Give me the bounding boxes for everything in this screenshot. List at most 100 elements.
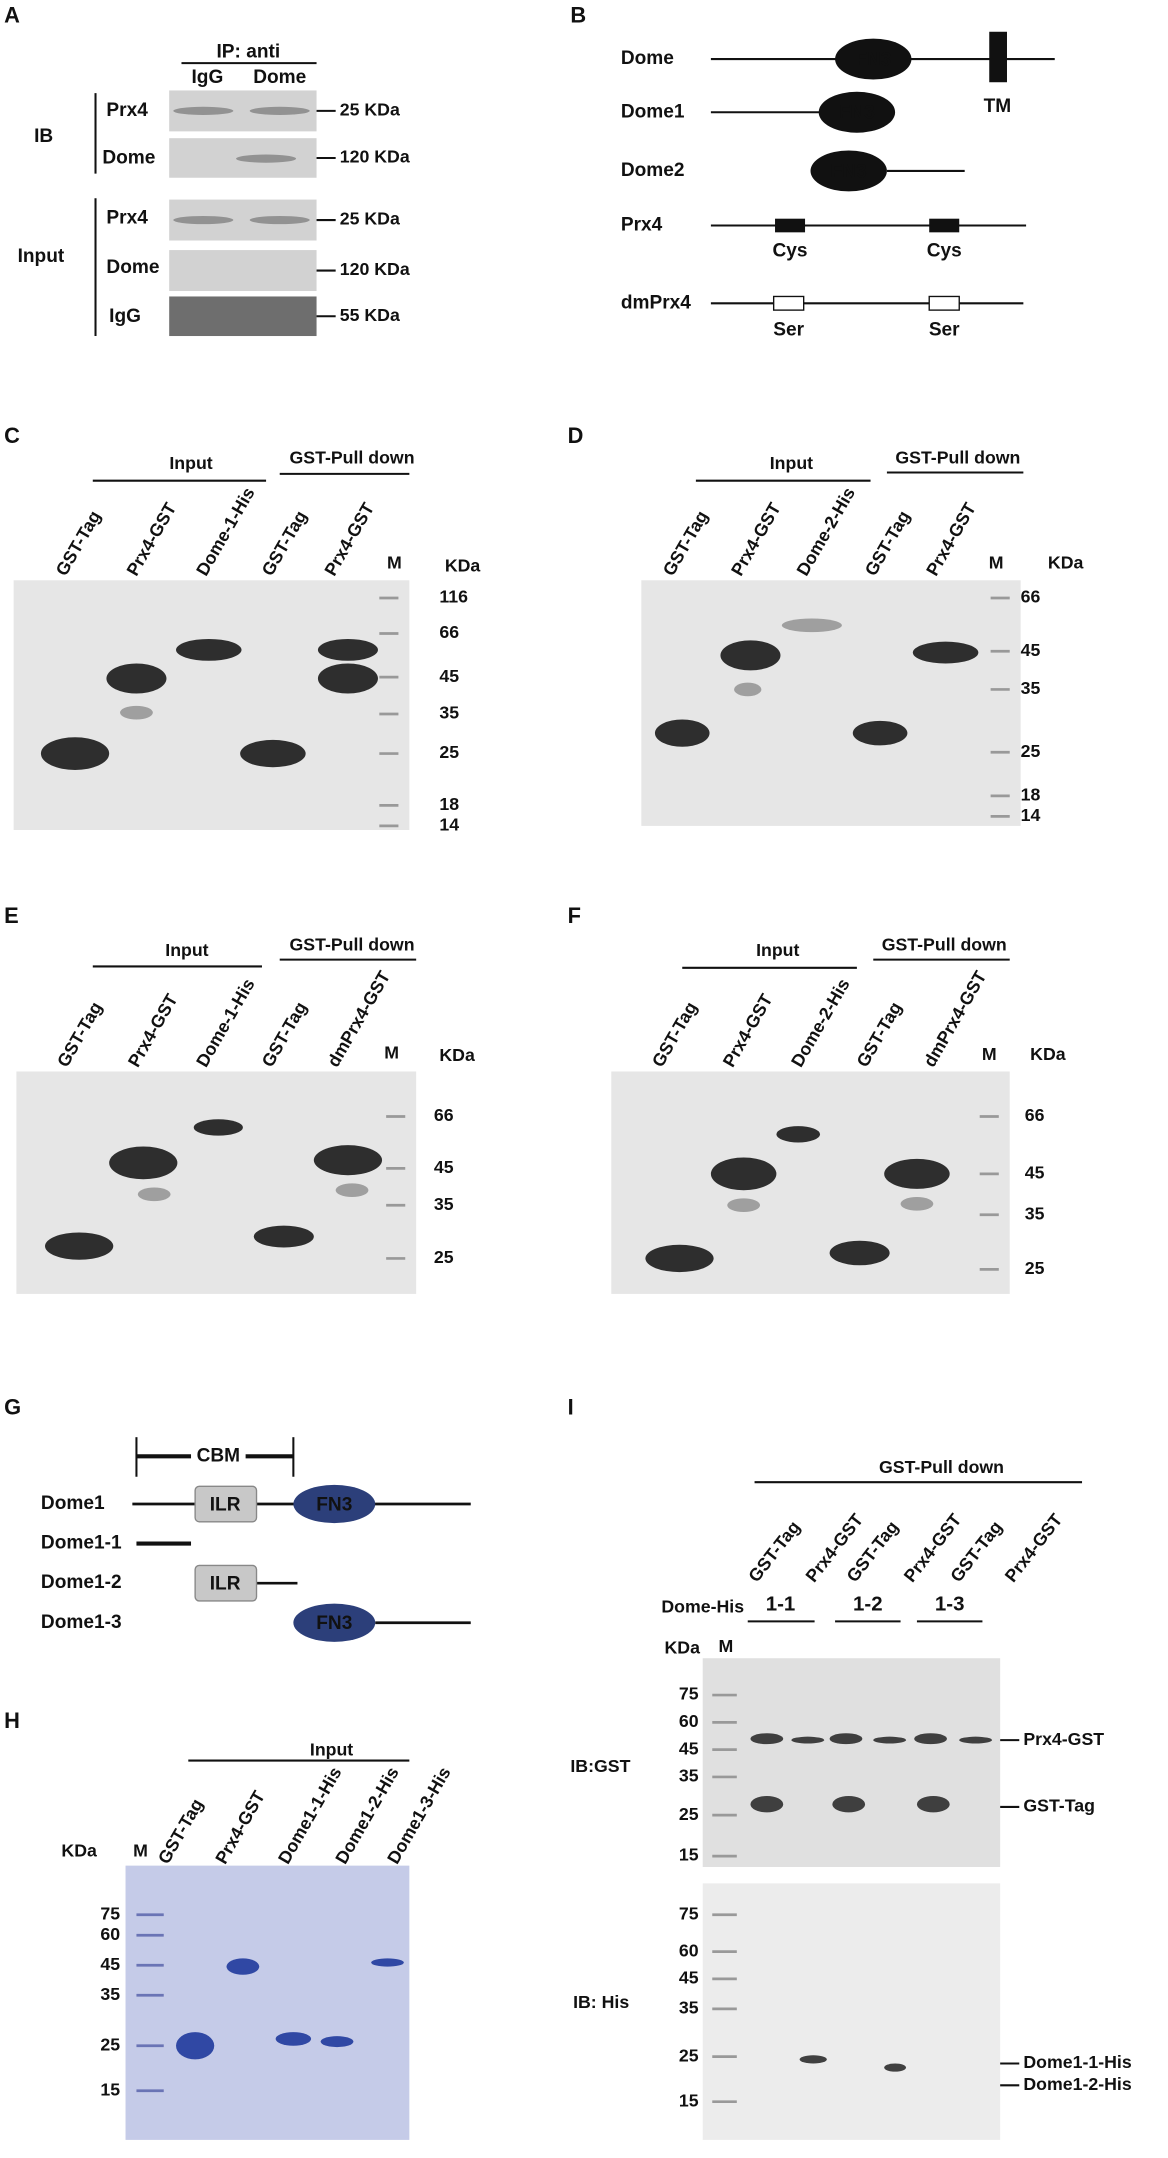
label: 75 (679, 1684, 699, 1704)
band (137, 1187, 171, 1202)
band (317, 663, 378, 694)
label: 35 (679, 1998, 699, 2018)
label: Input (169, 453, 212, 473)
label: 1-3 (935, 1592, 965, 1615)
label: 60 (679, 1711, 699, 1731)
label: 35 (1025, 1203, 1045, 1223)
label: 45 (1021, 640, 1041, 660)
label: 66 (1021, 587, 1041, 607)
label: 75 (679, 1903, 699, 1923)
band (275, 2032, 312, 2046)
panel-label: G (4, 1394, 21, 1419)
blot (169, 250, 317, 292)
lane-label: Prx4-GST (123, 499, 181, 579)
label: 18 (1021, 785, 1041, 805)
label: 35 (439, 703, 459, 723)
label: Input (770, 453, 813, 473)
band (173, 215, 234, 225)
ser-site (928, 295, 960, 311)
band (829, 1733, 863, 1745)
panel-label: H (4, 1708, 20, 1733)
label: Input (165, 940, 208, 960)
label: 15 (679, 2090, 699, 2110)
label: Cys (927, 240, 962, 261)
label: 1-2 (853, 1592, 883, 1615)
label: GST-Pull down (895, 448, 1020, 468)
blot (702, 1658, 1001, 1867)
label: KDa (1048, 553, 1084, 573)
label: 25 KDa (340, 100, 400, 120)
label: KDa (665, 1637, 701, 1657)
gel (13, 580, 410, 830)
label: Dome (621, 48, 674, 69)
lane-label: Dome-2-His (787, 975, 854, 1070)
label: IP: anti (217, 41, 281, 62)
label: Input (756, 940, 799, 960)
label: M (719, 1636, 734, 1656)
label: FN3 (855, 49, 891, 70)
band (791, 1736, 825, 1744)
band (734, 682, 762, 697)
band (829, 1240, 890, 1266)
panel-label: D (568, 423, 584, 448)
label: M (384, 1042, 399, 1062)
label: 45 (434, 1157, 454, 1177)
band (45, 1232, 114, 1260)
label: 120 KDa (340, 259, 410, 279)
label: Dome1-2 (41, 1572, 122, 1593)
label: Prx4-GST (1023, 1729, 1104, 1749)
band (799, 2055, 827, 2064)
blot (169, 90, 317, 132)
label: IgG (191, 67, 223, 88)
band (645, 1244, 714, 1273)
label: Dome1 (621, 101, 685, 122)
band (750, 1796, 784, 1813)
band (727, 1198, 761, 1213)
panel-label: I (568, 1394, 574, 1419)
label: GST-Pull down (290, 448, 415, 468)
band (914, 1733, 947, 1745)
label: Prx4 (621, 215, 663, 236)
label: 66 (439, 622, 459, 642)
blot (169, 199, 317, 241)
label: 75 (100, 1903, 120, 1923)
band (176, 638, 242, 661)
band (884, 2063, 907, 2072)
domain (835, 38, 912, 80)
label: Prx4 (106, 100, 148, 121)
lane-label: Prx4-GST (922, 499, 980, 579)
label: M (989, 553, 1004, 573)
label: IB: His (573, 1992, 629, 2012)
label: Cys (773, 240, 808, 261)
label: 55 KDa (340, 305, 400, 325)
lane-label: Prx4-GST (719, 990, 777, 1070)
band (710, 1157, 777, 1191)
cys-site (775, 218, 806, 233)
lane-label: Dome-1-His (192, 975, 259, 1070)
label: 35 (1021, 678, 1041, 698)
gel (16, 1071, 417, 1294)
label: ILR (210, 1494, 241, 1515)
label: 25 (439, 742, 459, 762)
label: Ser (929, 320, 960, 341)
label: FN3 (316, 1613, 352, 1634)
lane-label: Prx4-GST (211, 1787, 269, 1867)
domain (293, 1484, 376, 1524)
label: 45 (439, 666, 459, 686)
label: 25 KDa (340, 209, 400, 229)
lane-label: Prx4-GST (124, 990, 182, 1070)
label: Prx4 (106, 208, 148, 229)
label: 1-1 (766, 1592, 796, 1615)
gel (125, 1865, 410, 2140)
label: FN3 (316, 1494, 352, 1515)
label: Dome1 (41, 1493, 105, 1514)
label: 14 (439, 815, 459, 835)
label: 66 (434, 1105, 454, 1125)
ilr (194, 1485, 258, 1523)
band (900, 1197, 934, 1211)
label: 25 (434, 1247, 454, 1267)
label: 25 (679, 2045, 699, 2065)
label: GST-Tag (1023, 1796, 1095, 1816)
band (193, 1119, 243, 1136)
